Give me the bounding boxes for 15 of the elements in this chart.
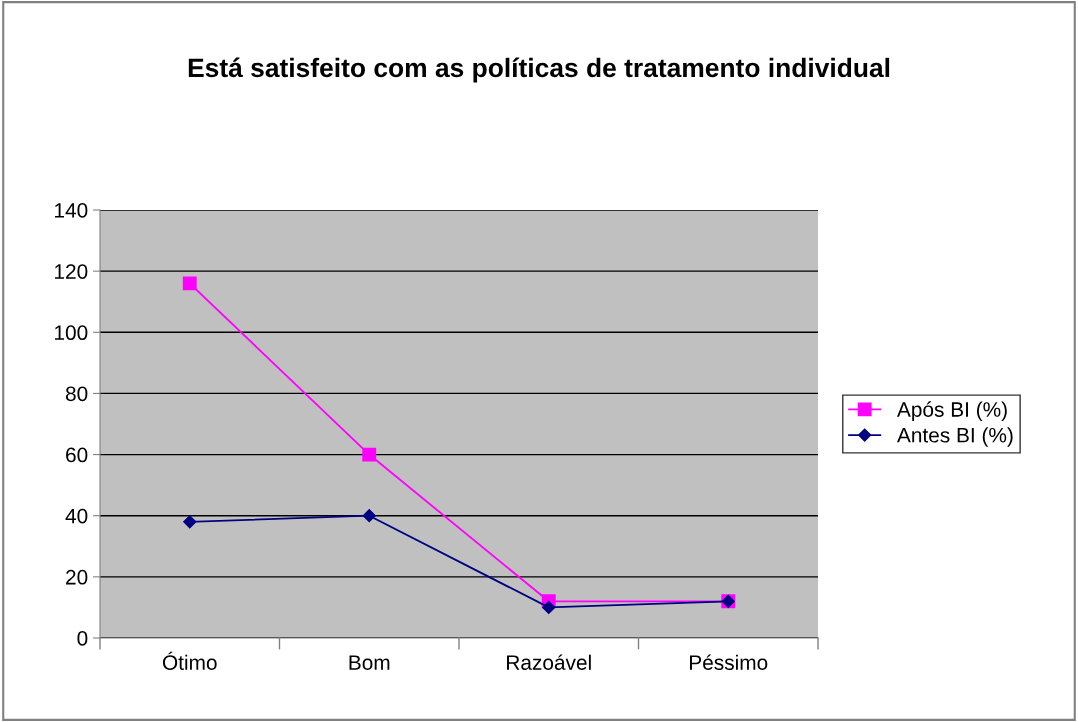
legend-label: Após BI (%) — [896, 401, 1007, 421]
x-tick-label: Bom — [349, 655, 390, 670]
y-tick-label: 100 — [55, 325, 88, 341]
y-tick-label: 60 — [66, 447, 88, 463]
legend-label: Antes BI (%) — [896, 427, 1013, 447]
x-tick-label: Péssimo — [690, 654, 768, 670]
x-tick-label: Ótimo — [162, 651, 217, 670]
y-tick-label: 80 — [65, 386, 88, 402]
y-tick-label: 140 — [55, 203, 88, 218]
y-tick-label: 20 — [66, 569, 88, 585]
y-tick-label: 0 — [77, 631, 88, 646]
chart-title: Está satisfeito com as políticas de tratamento individual — [188, 57, 890, 83]
x-tick-label: Razoável — [507, 654, 591, 670]
y-tick-label: 40 — [65, 508, 88, 524]
y-tick-label: 120 — [55, 264, 88, 279]
